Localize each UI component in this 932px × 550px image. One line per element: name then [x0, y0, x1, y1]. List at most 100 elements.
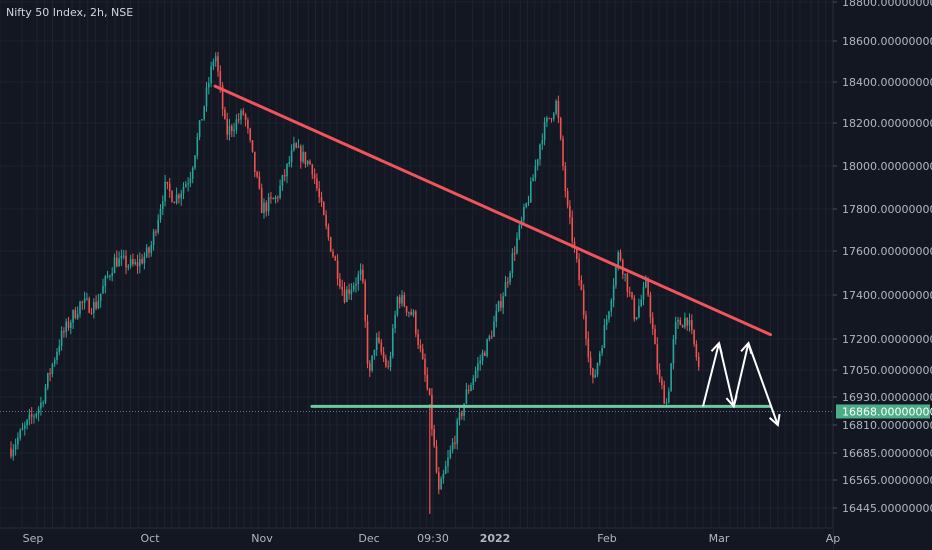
candle-body [327, 226, 330, 238]
candle-body [599, 353, 601, 364]
candle-body [640, 299, 642, 307]
candle-body [306, 161, 309, 165]
candle-body [127, 265, 130, 268]
candle-body [178, 194, 180, 199]
candle-body [608, 311, 610, 320]
time-axis[interactable]: Sep Oct Nov Dec 09:30 2022 Feb Mar Ap [0, 527, 841, 550]
candle-body [385, 358, 387, 367]
candle-body [456, 420, 458, 444]
candle-body [679, 320, 682, 326]
y-tick-label: 18200.00000000 [842, 117, 932, 130]
candle-body [534, 165, 537, 179]
candle-body [14, 444, 17, 450]
candle-body [67, 321, 70, 329]
candle-body [649, 294, 652, 318]
candle-body [175, 194, 178, 204]
grid [0, 0, 833, 528]
candle-body [412, 311, 415, 315]
candle-body [65, 321, 67, 333]
candle-body [435, 445, 438, 473]
candle-body [290, 150, 293, 163]
candle-body [601, 347, 603, 354]
candle-body [270, 197, 272, 199]
candle-body [231, 125, 233, 132]
candle-body [451, 442, 454, 450]
candle-body [463, 403, 465, 416]
candle-body [348, 289, 350, 294]
candle-body [628, 292, 631, 294]
candle-body [125, 255, 127, 268]
candle-body [332, 251, 334, 257]
candle-body [516, 237, 518, 254]
candle-body [79, 301, 81, 315]
candle-body [120, 256, 123, 259]
candle-body [171, 191, 173, 202]
candle-body [196, 137, 199, 156]
candle-body [208, 83, 210, 88]
candle-body [546, 117, 548, 123]
candle-body [493, 321, 495, 337]
candle-body [677, 320, 679, 322]
candle-body [302, 151, 304, 162]
candle-body [486, 339, 488, 356]
candle-body [334, 256, 337, 261]
candle-body [323, 202, 325, 215]
price-axis[interactable]: 18800.00000000 18600.00000000 18400.000000… [832, 0, 932, 550]
x-tick-label: Ap [826, 532, 841, 545]
candle-body [136, 262, 139, 267]
candle-body [129, 259, 132, 266]
candle-body [240, 110, 242, 120]
x-tick-label: Oct [140, 532, 160, 545]
y-tick-label: 18000.00000000 [842, 160, 932, 173]
candle-body [484, 352, 486, 356]
candle-body [610, 300, 613, 312]
candle-body [90, 312, 93, 314]
candle-body [81, 301, 84, 303]
y-tick-label: 18800.00000000 [842, 0, 932, 9]
candle-body [237, 119, 240, 121]
candle-body [49, 373, 51, 375]
candle-body [258, 176, 261, 189]
symbol-title: Nifty 50 Index, 2h, NSE [6, 6, 134, 19]
candles [10, 51, 700, 514]
candle-body [371, 355, 373, 371]
candle-body [375, 337, 378, 350]
candle-body [695, 344, 698, 357]
candle-body [359, 269, 362, 275]
candle-body [479, 360, 481, 364]
candle-body [325, 214, 327, 227]
y-tick-label: 16810.00000000 [842, 419, 932, 432]
candle-body [311, 164, 314, 175]
candle-body [194, 155, 196, 168]
candle-body [691, 320, 693, 330]
candle-body [150, 245, 153, 253]
candle-body [405, 306, 408, 313]
candle-body [111, 273, 113, 276]
time-axis-bg [0, 528, 833, 550]
resistance-trendline [213, 84, 772, 337]
candle-body [19, 430, 21, 438]
candle-body [35, 413, 38, 417]
candle-body [596, 363, 599, 375]
candle-body [573, 241, 576, 248]
candle-body [329, 237, 332, 252]
candle-body [251, 140, 254, 152]
candle-body [24, 425, 26, 429]
candle-body [507, 281, 509, 283]
candle-body [228, 125, 231, 135]
candle-body [281, 175, 284, 186]
candle-body [624, 273, 626, 275]
candle-body [447, 457, 449, 467]
candle-body [532, 178, 534, 182]
y-tick-label: 18600.00000000 [842, 35, 932, 48]
candle-body [277, 197, 279, 199]
candle-body [362, 269, 364, 282]
candle-body [210, 66, 212, 84]
candle-body [104, 276, 107, 286]
candle-body [40, 402, 42, 409]
candle-body [569, 205, 571, 218]
candle-body [118, 258, 120, 267]
candle-body [477, 363, 479, 371]
